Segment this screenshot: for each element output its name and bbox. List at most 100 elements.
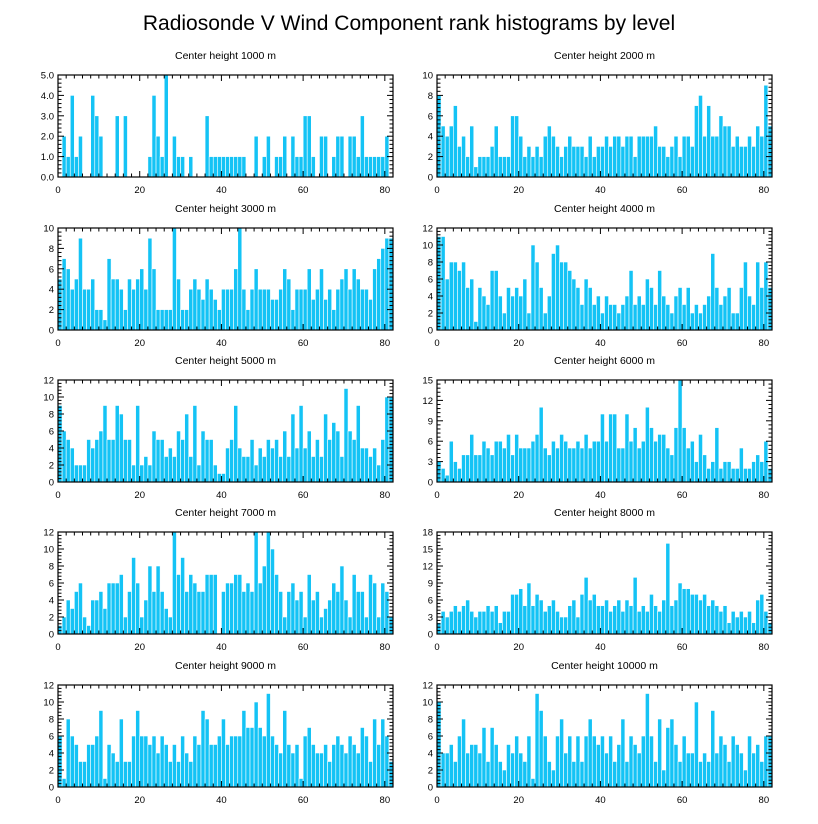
x-tick-label: 20 xyxy=(134,185,145,196)
histogram-bar xyxy=(710,135,716,178)
histogram-bar xyxy=(249,591,255,635)
y-tick-label: 12 xyxy=(422,681,433,692)
histogram-bar xyxy=(384,591,390,635)
histogram-bar xyxy=(526,582,532,635)
y-tick-label: 12 xyxy=(422,562,433,573)
histogram-bar xyxy=(221,591,226,635)
x-tick-label: 20 xyxy=(513,642,524,653)
histogram-bar xyxy=(131,557,136,635)
histogram-bar xyxy=(364,156,369,178)
histogram-bar xyxy=(743,769,748,788)
histogram-bar xyxy=(698,95,703,178)
x-tick-label: 0 xyxy=(55,185,60,196)
histogram-bar xyxy=(575,616,581,635)
y-tick-label: 2 xyxy=(49,461,54,472)
histogram-bar xyxy=(653,605,658,635)
histogram-bar xyxy=(319,135,324,178)
y-tick-label: 0 xyxy=(428,630,433,641)
histogram-bar xyxy=(257,447,263,483)
histogram-bar xyxy=(200,430,206,483)
histogram-bar xyxy=(90,599,96,635)
histogram-bar xyxy=(571,447,577,483)
histogram-bar xyxy=(163,744,169,788)
histogram-bar xyxy=(632,156,638,178)
histogram-bar xyxy=(233,735,239,788)
histogram-bar xyxy=(739,611,744,635)
histogram-bar xyxy=(298,591,304,635)
histogram-bar xyxy=(155,565,161,635)
histogram-bar xyxy=(270,299,275,331)
histogram-bar xyxy=(229,582,234,635)
histogram-bar xyxy=(661,769,667,788)
histogram-bar xyxy=(196,288,202,331)
histogram-bar xyxy=(188,761,194,788)
histogram-bar xyxy=(323,135,328,178)
histogram-bar xyxy=(306,727,312,788)
histogram-bar xyxy=(310,599,316,635)
histogram-bar xyxy=(563,752,569,788)
histogram-bar xyxy=(616,744,622,788)
histogram-bar xyxy=(485,156,491,178)
histogram-bar xyxy=(217,309,222,331)
histogram-bar xyxy=(127,439,132,483)
histogram-bar xyxy=(563,440,569,483)
histogram-bar xyxy=(522,761,528,788)
histogram-bar xyxy=(657,270,662,331)
histogram-bar xyxy=(636,752,642,788)
plot-frame xyxy=(57,74,394,178)
histogram-bar xyxy=(155,135,161,178)
histogram-bar xyxy=(212,299,218,331)
histogram-bar xyxy=(90,95,96,178)
histogram-bar xyxy=(645,135,650,178)
histogram-bar xyxy=(294,447,300,483)
x-tick-label: 60 xyxy=(677,795,688,806)
histogram-bar xyxy=(755,744,761,788)
histogram-bar xyxy=(241,591,247,635)
histogram-bar xyxy=(489,146,495,178)
histogram-bar xyxy=(110,278,116,331)
histogram-bar xyxy=(538,599,544,635)
histogram-bar xyxy=(355,278,361,331)
x-tick-label: 40 xyxy=(595,185,606,196)
histogram-bar xyxy=(168,616,173,635)
histogram-bar xyxy=(143,288,149,331)
histogram-bar xyxy=(278,156,283,178)
histogram-bar xyxy=(376,464,382,483)
histogram-bar xyxy=(469,611,475,635)
histogram-bar xyxy=(759,594,765,635)
histogram-bar xyxy=(444,278,450,331)
histogram-bar xyxy=(266,693,271,788)
histogram-bar xyxy=(57,278,63,331)
histogram-bar xyxy=(200,591,206,635)
histogram-bar xyxy=(600,312,605,331)
histogram-bar xyxy=(559,718,564,788)
histogram-bar xyxy=(653,761,658,788)
histogram-bar xyxy=(302,616,308,635)
histogram-bar xyxy=(196,464,202,483)
histogram-bar xyxy=(698,312,703,331)
histogram-bar xyxy=(514,115,520,178)
histogram-bar xyxy=(624,413,630,483)
histogram-bar xyxy=(294,599,300,635)
histogram-bar xyxy=(355,752,361,788)
histogram-bar xyxy=(241,456,247,483)
panel-title: Center height 2000 m xyxy=(554,50,655,62)
histogram-bar xyxy=(339,135,345,178)
histogram-bar xyxy=(241,710,247,788)
histogram-bar xyxy=(461,718,466,788)
histogram-bar xyxy=(571,761,577,788)
histogram-bar xyxy=(640,440,646,483)
y-tick-label: 12 xyxy=(43,681,54,692)
histogram-bar xyxy=(734,616,740,635)
histogram-bar xyxy=(315,591,320,635)
histogram-bar xyxy=(469,125,475,178)
histogram-bar xyxy=(286,591,292,635)
histogram-bar xyxy=(294,288,300,331)
histogram-bar xyxy=(689,752,695,788)
histogram-bar xyxy=(726,622,732,635)
histogram-bar xyxy=(208,288,214,331)
histogram-bar xyxy=(685,287,691,331)
histogram-bar xyxy=(78,761,83,788)
histogram-bar xyxy=(489,611,495,635)
y-tick-label: 2 xyxy=(428,766,433,777)
